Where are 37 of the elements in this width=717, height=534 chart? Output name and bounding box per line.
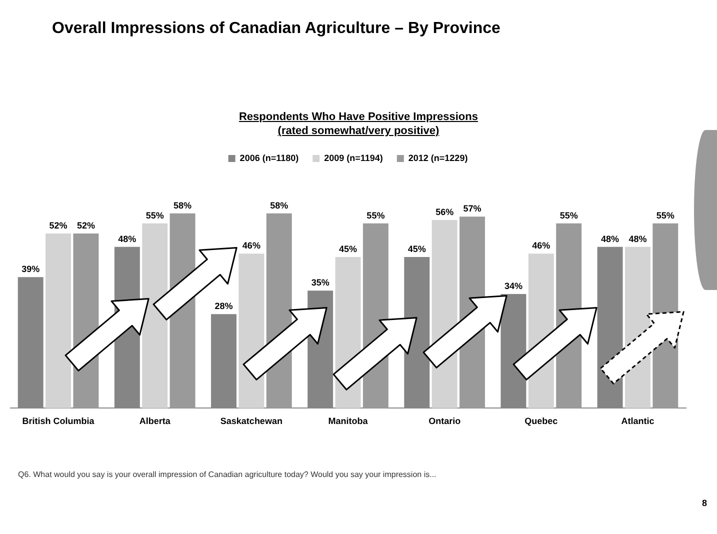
data-label: 48% — [628, 234, 647, 244]
legend-label: 2009 (n=1194) — [324, 152, 383, 163]
data-label: 28% — [214, 301, 233, 312]
data-label: 46% — [242, 240, 260, 251]
data-label: 55% — [560, 210, 578, 220]
x-tick-label: Manitoba — [328, 416, 369, 426]
chart-subtitle: Respondents Who Have Positive Impressions (rated somewhat/very positive) — [238, 110, 479, 138]
x-tick-label: Ontario — [428, 416, 462, 426]
data-label: 46% — [532, 240, 550, 251]
x-tick-label: Saskatchewan — [220, 416, 282, 426]
data-label: 55% — [146, 210, 164, 220]
data-label: 48% — [601, 234, 620, 244]
data-label: 34% — [504, 280, 522, 291]
data-label: 58% — [270, 200, 288, 210]
data-label: 57% — [463, 204, 482, 214]
data-label: 52% — [76, 220, 95, 230]
data-label: 52% — [49, 220, 68, 230]
chart-title: Overall Impressions of Canadian Agriculture – By Province — [52, 20, 500, 38]
data-label: 56% — [436, 207, 454, 218]
data-label: 39% — [22, 264, 40, 274]
text: Q6. What would you say is your overall impression of Canadian agriculture today? Would you say your impression is... — [18, 470, 436, 479]
x-tick-label: Atlantic — [621, 416, 654, 426]
legend-label: 2012 (n=1229) — [408, 152, 468, 163]
data-label: 55% — [656, 210, 674, 220]
data-label: 58% — [174, 200, 192, 210]
legend-label: 2006 (n=1180) — [240, 152, 299, 163]
data-label: 48% — [118, 234, 136, 244]
bar — [46, 233, 72, 408]
data-label: 55% — [366, 210, 385, 220]
data-label: 45% — [408, 244, 426, 254]
data-label: 35% — [311, 278, 330, 288]
x-tick-label: Alberta — [139, 416, 172, 426]
data-label: 45% — [338, 244, 358, 254]
x-tick-label: Quebec — [524, 416, 558, 426]
text: 8 — [702, 498, 708, 508]
x-tick-label: British Columbia — [22, 416, 96, 426]
bar — [142, 223, 168, 408]
